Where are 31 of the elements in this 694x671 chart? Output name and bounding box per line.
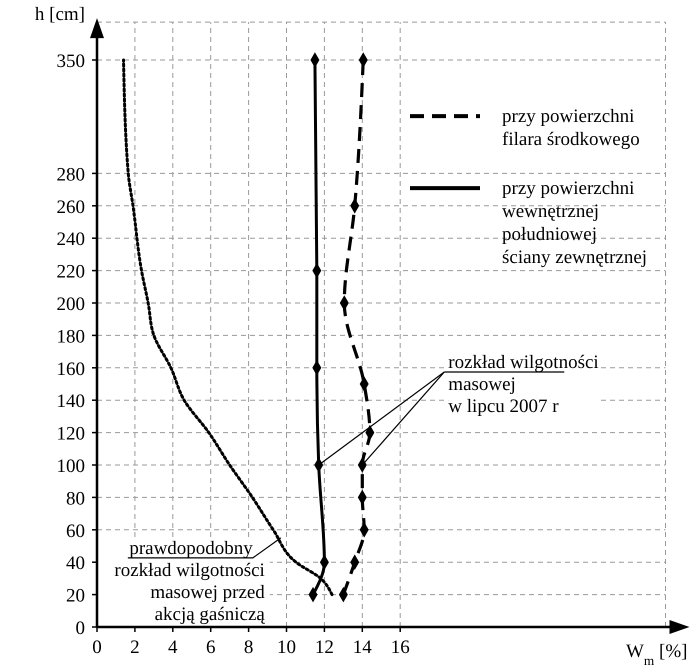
y-tick-label: 260 [56, 196, 85, 218]
y-tick-label: 100 [56, 456, 85, 477]
legend-label: przy powierzchni filara środkowego [502, 106, 640, 150]
y-tick-label: 350 [56, 51, 85, 72]
y-tick-label: 120 [56, 424, 85, 445]
x-tick-label: 16 [390, 637, 410, 658]
x-tick-label: 0 [92, 637, 102, 658]
y-tick-label: 180 [56, 326, 85, 348]
x-tick-label: 2 [130, 637, 140, 658]
y-tick-label: 80 [66, 488, 85, 510]
annotation: rozkład wilgotności masowej w lipcu 2007 r [448, 352, 599, 417]
x-tick-label: 4 [168, 637, 178, 658]
x-tick-label: 6 [206, 637, 216, 658]
y-tick-label: 200 [56, 294, 85, 315]
legend-label: przy powierzchni wewnętrznej południowej ściany zewnętrznej [502, 178, 648, 268]
y-tick-label: 220 [56, 262, 85, 283]
y-tick-label: 160 [56, 358, 85, 380]
x-tick-label: 8 [244, 637, 254, 658]
y-tick-label: 0 [76, 618, 85, 639]
x-tick-label: 14 [352, 637, 372, 658]
x-tick-label: 12 [314, 637, 334, 658]
y-tick-label: 240 [56, 229, 85, 250]
annotation: prawdopodobny rozkład wilgotności masowej przed akcją gaśniczą [114, 538, 266, 625]
y-tick-label: 60 [66, 520, 85, 542]
y-axis-title: h [cm] [34, 4, 85, 26]
y-tick-label: 280 [56, 164, 85, 186]
x-axis-title: W$_{m}$ [%] [626, 641, 688, 668]
y-tick-label: 20 [66, 586, 85, 607]
y-tick-label: 140 [56, 391, 85, 412]
y-tick-label: 40 [66, 553, 85, 574]
x-tick-label: 10 [277, 637, 296, 658]
